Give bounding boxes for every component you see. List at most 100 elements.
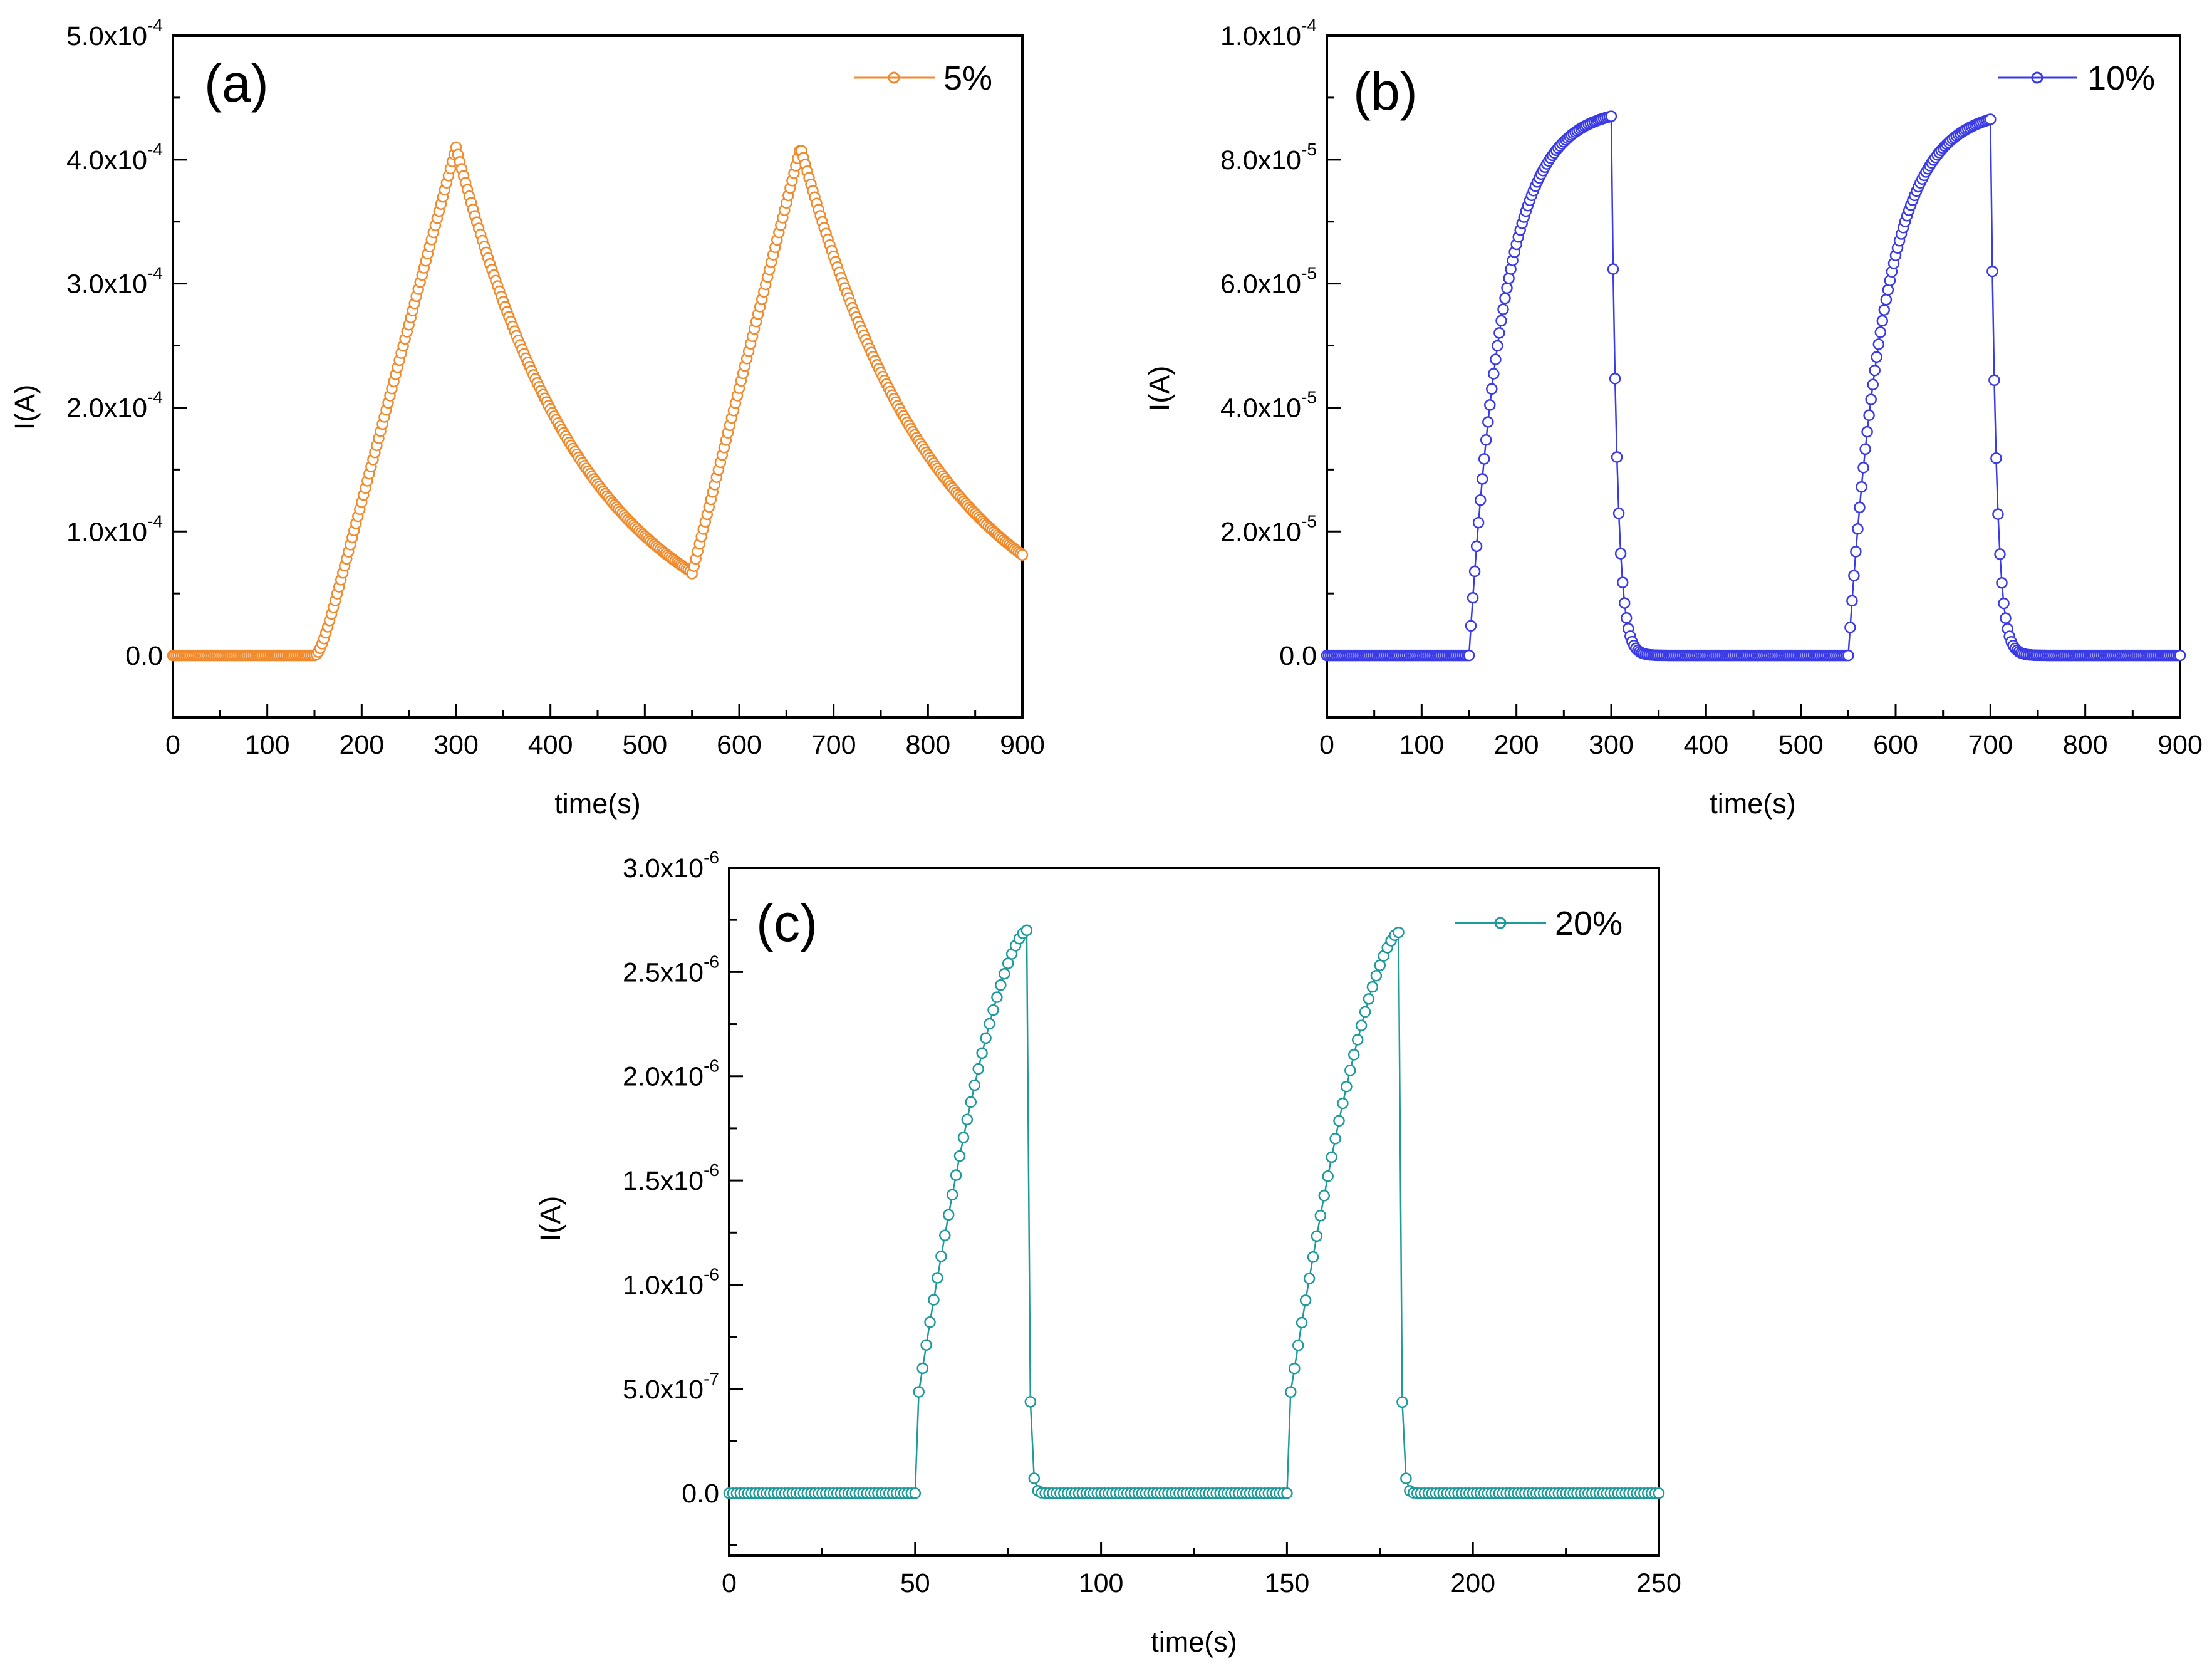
- data-point: [1986, 265, 1998, 278]
- data-point: [1396, 1396, 1408, 1408]
- data-point: [1296, 1316, 1308, 1329]
- data-point: [1998, 597, 2010, 610]
- data-point: [1303, 1273, 1316, 1284]
- data-point: [1872, 338, 1885, 350]
- legend-label: 10%: [2087, 60, 2155, 97]
- legend-marker: [1494, 917, 1507, 929]
- x-tick-label: 700: [1968, 730, 2013, 760]
- data-point: [1478, 453, 1490, 465]
- x-axis-label: time(s): [1151, 1626, 1237, 1658]
- data-point: [1028, 1472, 1041, 1484]
- x-tick-label: 900: [1000, 730, 1045, 760]
- data-point: [920, 1339, 932, 1351]
- data-point: [1497, 303, 1509, 315]
- panel-label: (b): [1353, 62, 1418, 121]
- data-point: [965, 1096, 977, 1108]
- x-axis-label: time(s): [554, 788, 640, 820]
- data-point: [1869, 364, 1881, 377]
- data-point: [1493, 327, 1505, 339]
- y-tick-label: 0.0: [682, 1479, 719, 1509]
- data-point: [1992, 508, 2004, 520]
- data-series: [167, 141, 1029, 662]
- x-tick-label: 500: [1778, 730, 1824, 760]
- x-tick-label: 300: [434, 730, 479, 760]
- data-point: [942, 1209, 955, 1221]
- panel-c: 0 50 100 150 200 250 0.0 5.0x10-7 1.0x10-6 1.5x10…: [534, 848, 1681, 1658]
- series-line: [1327, 115, 2180, 657]
- y-tick-label: 1.0x10-6: [623, 1264, 719, 1300]
- y-tick-label: 0.0: [125, 641, 163, 671]
- x-tick-label: 600: [1873, 730, 1918, 760]
- data-point: [953, 1150, 966, 1162]
- data-point: [1024, 1396, 1037, 1408]
- data-point: [1400, 1472, 1412, 1484]
- tick-marks: [172, 34, 1024, 717]
- data-point: [1842, 649, 1854, 662]
- data-point: [1311, 1230, 1323, 1242]
- y-tick-label: 4.0x10-4: [66, 140, 163, 175]
- series-line: [729, 929, 1659, 1494]
- y-tick-label: 1.5x10-6: [623, 1160, 719, 1196]
- data-point: [1994, 548, 2006, 560]
- data-point: [1852, 523, 1864, 535]
- x-tick-label: 200: [339, 730, 384, 760]
- data-point: [984, 1018, 995, 1030]
- data-point: [1359, 1006, 1371, 1018]
- data-point: [2174, 649, 2186, 662]
- data-point: [1988, 374, 2000, 387]
- data-point: [1351, 1034, 1364, 1046]
- x-tick-label: 800: [2063, 730, 2108, 760]
- y-tick-label: 5.0x10-4: [66, 16, 163, 51]
- y-tick-label: 4.0x10-5: [1220, 387, 1317, 423]
- data-point: [1002, 957, 1014, 969]
- data-point: [950, 1169, 962, 1181]
- data-point: [1620, 612, 1633, 624]
- data-point: [1488, 368, 1500, 380]
- tick-marks: [1326, 34, 2181, 717]
- data-point: [1871, 351, 1882, 363]
- data-point: [1289, 1362, 1301, 1375]
- data-point: [1281, 1487, 1293, 1499]
- x-axis-label: time(s): [1710, 788, 1795, 820]
- x-tick-label: 800: [905, 730, 950, 760]
- x-tick-label: 500: [622, 730, 667, 760]
- data-point: [928, 1294, 940, 1306]
- x-tick-label: 200: [1494, 730, 1539, 760]
- data-point: [1878, 304, 1891, 316]
- data-point: [1874, 326, 1887, 338]
- y-tick-label: 0.0: [1279, 641, 1317, 671]
- panel-a: 0 100 200 300 400 500 600 700 800 900 0.0 1.0x10-4 2…: [9, 16, 1045, 820]
- data-point: [1476, 473, 1488, 485]
- data-point: [1861, 425, 1873, 438]
- data-point: [1859, 443, 1871, 455]
- y-axis-label: I(A): [1143, 366, 1175, 412]
- plot-frame: [1326, 34, 2181, 719]
- data-point: [913, 1386, 925, 1398]
- y-tick-label: 2.0x10-5: [1220, 511, 1317, 547]
- data-point: [909, 1487, 922, 1499]
- data-point: [1366, 981, 1379, 993]
- data-point: [1470, 540, 1483, 553]
- data-point: [980, 1032, 992, 1044]
- data-point: [1495, 315, 1507, 327]
- x-tick-label: 900: [2157, 730, 2203, 760]
- y-tick-label: 1.0x10-4: [1220, 16, 1317, 51]
- tick-labels: 0 50 100 150 200 250 0.0 5.0x10-7 1.0x10-6 1.5x10…: [623, 848, 1681, 1598]
- data-point: [1499, 292, 1511, 305]
- data-point: [1480, 434, 1492, 446]
- data-point: [1020, 924, 1033, 937]
- data-point: [1374, 959, 1386, 971]
- data-point: [1465, 620, 1477, 632]
- data-point: [987, 1004, 999, 1016]
- data-point: [1322, 1170, 1334, 1182]
- data-point: [1484, 399, 1496, 411]
- data-point: [1850, 546, 1862, 558]
- data-point: [946, 1189, 958, 1201]
- tick-labels: 0 100 200 300 400 500 600 700 800 900 0.0 2.0x10-5 4…: [1220, 16, 2203, 760]
- data-point: [1863, 409, 1875, 421]
- data-point: [1337, 1097, 1349, 1110]
- data-point: [1370, 969, 1383, 982]
- data-point: [1865, 393, 1877, 405]
- data-point: [1985, 113, 1997, 125]
- data-point: [1344, 1065, 1356, 1076]
